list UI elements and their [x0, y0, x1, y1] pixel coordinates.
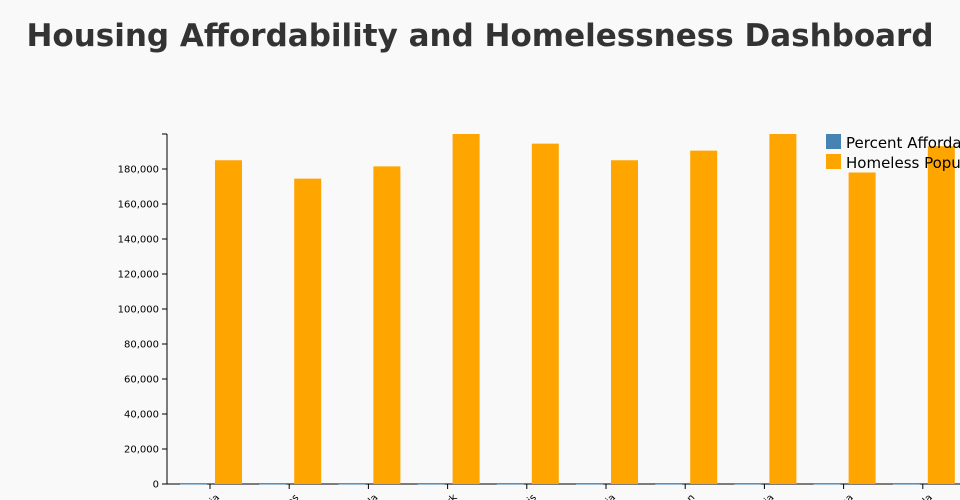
bar-homeless-population [848, 172, 876, 484]
bar-percent-affordable [417, 483, 445, 485]
x-tick-label: na [839, 492, 856, 500]
bar-homeless-population [769, 134, 797, 484]
bar-percent-affordable [655, 483, 683, 485]
bar-percent-affordable [338, 483, 366, 485]
y-tick-label: 20,000 [124, 445, 159, 456]
x-tick-label: on [681, 492, 698, 500]
bar-homeless-population [373, 166, 401, 484]
x-tick-label: da [364, 492, 381, 500]
bar-homeless-population [452, 134, 480, 484]
bar-homeless-population [611, 160, 638, 484]
x-tick-label: as [286, 492, 302, 500]
legend-label: Homeless Popu [846, 154, 960, 172]
y-tick-label: 140,000 [118, 235, 159, 246]
y-tick-label: 160,000 [118, 200, 159, 211]
bar-homeless-population [215, 160, 242, 484]
y-tick-label: 100,000 [118, 305, 159, 316]
bar-percent-affordable [734, 483, 762, 485]
bar-homeless-population [294, 178, 322, 484]
x-tick-label: nis [521, 492, 539, 500]
bar-percent-affordable [259, 483, 287, 485]
bar-percent-affordable [892, 483, 920, 485]
bar-homeless-population [927, 146, 955, 484]
bar-percent-affordable [180, 483, 207, 485]
legend-swatch [826, 154, 841, 169]
bar-homeless-population [531, 143, 559, 484]
x-tick-label: ia [208, 492, 222, 500]
legend-label: Percent Afforda [846, 134, 960, 152]
bar-percent-affordable [813, 483, 841, 485]
x-tick-label: da [918, 492, 935, 500]
y-tick-label: 180,000 [118, 165, 159, 176]
y-tick-label: 80,000 [124, 340, 159, 351]
y-tick-label: 60,000 [124, 375, 159, 386]
bar-homeless-population [690, 150, 718, 484]
y-tick-label: 120,000 [118, 270, 159, 281]
x-tick-label: nia [758, 492, 777, 500]
y-tick-label: 40,000 [124, 410, 159, 421]
legend-swatch [826, 134, 841, 149]
page-title: Housing Affordability and Homelessness D… [26, 18, 934, 54]
x-tick-label: rk [445, 492, 460, 500]
y-tick-label: 0 [153, 480, 159, 491]
bar-percent-affordable [496, 483, 524, 485]
x-tick-label: nia [600, 492, 619, 500]
bar-percent-affordable [576, 483, 603, 485]
